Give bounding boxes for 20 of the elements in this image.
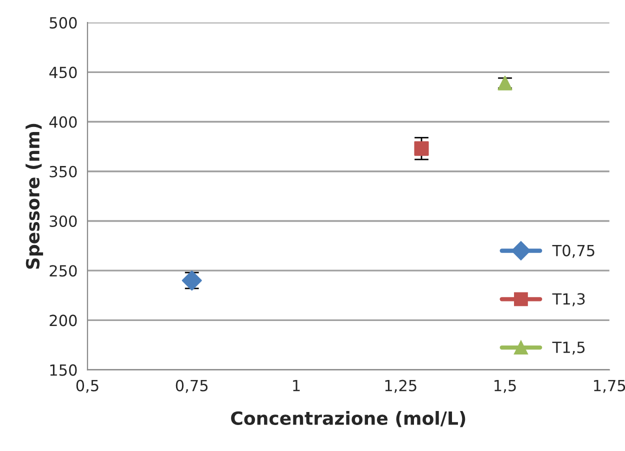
y-tick-label: 450 xyxy=(49,66,77,78)
y-axis-title: Spessore (nm) xyxy=(26,124,44,269)
x-tick-label: 1 xyxy=(293,380,300,392)
x-axis-title: Concentrazione (mol/L) xyxy=(231,410,466,428)
legend-label: T1,5 xyxy=(552,342,585,355)
legend-label: T0,75 xyxy=(552,244,594,258)
point xyxy=(414,141,429,156)
legend-label: T1,3 xyxy=(552,293,585,306)
y-tick-label: 400 xyxy=(49,116,77,128)
x-tick-label: 0,5 xyxy=(76,380,98,393)
y-tick-label: 200 xyxy=(50,314,77,326)
x-tick-label: 1,5 xyxy=(494,380,516,393)
x-tick-label: 0,75 xyxy=(176,380,208,393)
y-tick-label: 350 xyxy=(50,166,77,178)
y-tick-label: 250 xyxy=(50,265,77,277)
y-tick-label: 300 xyxy=(50,215,77,228)
x-tick-label: 1,75 xyxy=(594,380,625,393)
x-tick-label: 1,25 xyxy=(385,380,416,393)
y-tick-label: 150 xyxy=(50,364,77,376)
y-tick-label: 500 xyxy=(50,17,77,29)
